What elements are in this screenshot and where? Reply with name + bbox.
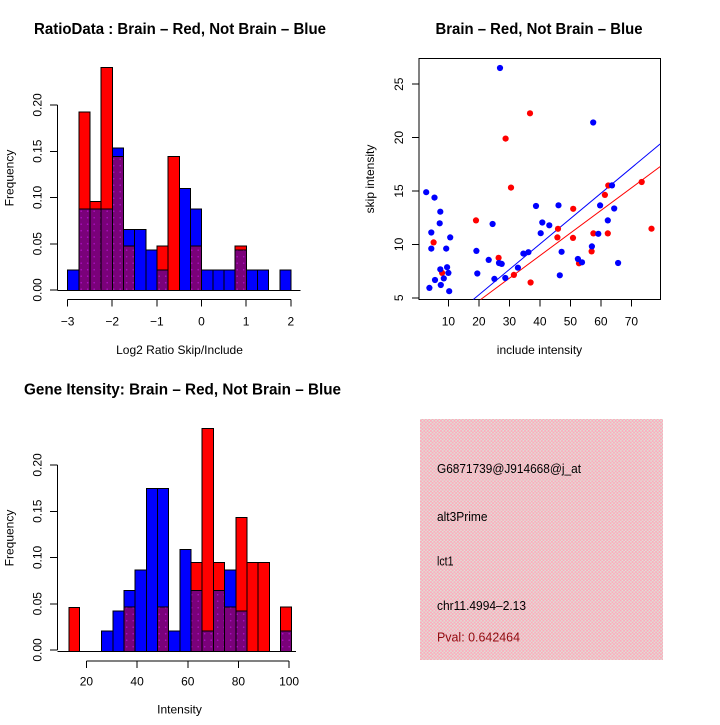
- svg-text:10: 10: [442, 315, 456, 329]
- svg-text:−1: −1: [150, 315, 164, 329]
- svg-text:10: 10: [392, 237, 406, 251]
- svg-text:Intensity: Intensity: [157, 703, 202, 717]
- svg-text:0: 0: [198, 315, 205, 329]
- svg-text:0.05: 0.05: [31, 592, 45, 616]
- svg-text:alt3Prime: alt3Prime: [437, 510, 488, 524]
- svg-text:80: 80: [232, 675, 246, 689]
- svg-text:0.00: 0.00: [31, 638, 45, 662]
- svg-text:15: 15: [392, 184, 406, 198]
- svg-text:−2: −2: [105, 315, 119, 329]
- svg-text:40: 40: [130, 675, 144, 689]
- svg-text:G6871739@J914668@j_at: G6871739@J914668@j_at: [437, 462, 581, 476]
- svg-text:Brain – Red, Not Brain – Blue: Brain – Red, Not Brain – Blue: [436, 21, 643, 38]
- svg-text:lct1: lct1: [437, 555, 454, 569]
- svg-text:0.15: 0.15: [31, 139, 45, 163]
- svg-text:0.20: 0.20: [31, 453, 45, 477]
- svg-text:Pval: 0.642464: Pval: 0.642464: [437, 630, 520, 644]
- svg-text:70: 70: [625, 315, 639, 329]
- svg-text:Gene Itensity: Brain – Red, No: Gene Itensity: Brain – Red, Not Brain – …: [24, 382, 341, 399]
- svg-text:Frequency: Frequency: [3, 510, 17, 567]
- svg-text:skip intensity: skip intensity: [363, 145, 377, 214]
- svg-text:50: 50: [564, 315, 578, 329]
- svg-text:0.20: 0.20: [31, 93, 45, 117]
- svg-text:RatioData : Brain – Red, Not B: RatioData : Brain – Red, Not Brain – Blu…: [34, 21, 326, 38]
- svg-text:chr11.4994–2.13: chr11.4994–2.13: [437, 599, 526, 613]
- svg-text:30: 30: [503, 315, 517, 329]
- svg-text:−3: −3: [61, 315, 75, 329]
- svg-text:100: 100: [279, 675, 299, 689]
- svg-text:include intensity: include intensity: [497, 343, 582, 357]
- svg-text:Frequency: Frequency: [3, 150, 17, 207]
- svg-text:0.10: 0.10: [31, 185, 45, 209]
- svg-text:Log2 Ratio Skip/Include: Log2 Ratio Skip/Include: [116, 343, 243, 357]
- svg-text:60: 60: [181, 675, 195, 689]
- svg-text:20: 20: [472, 315, 486, 329]
- svg-text:40: 40: [533, 315, 547, 329]
- svg-text:25: 25: [392, 77, 406, 91]
- svg-text:0.00: 0.00: [31, 278, 45, 302]
- svg-text:60: 60: [594, 315, 608, 329]
- svg-text:0.05: 0.05: [31, 232, 45, 256]
- svg-text:20: 20: [80, 675, 94, 689]
- svg-text:0.10: 0.10: [31, 545, 45, 569]
- svg-text:0.15: 0.15: [31, 499, 45, 523]
- svg-text:2: 2: [287, 315, 294, 329]
- svg-text:20: 20: [392, 131, 406, 145]
- svg-text:1: 1: [243, 315, 250, 329]
- svg-text:5: 5: [392, 294, 406, 301]
